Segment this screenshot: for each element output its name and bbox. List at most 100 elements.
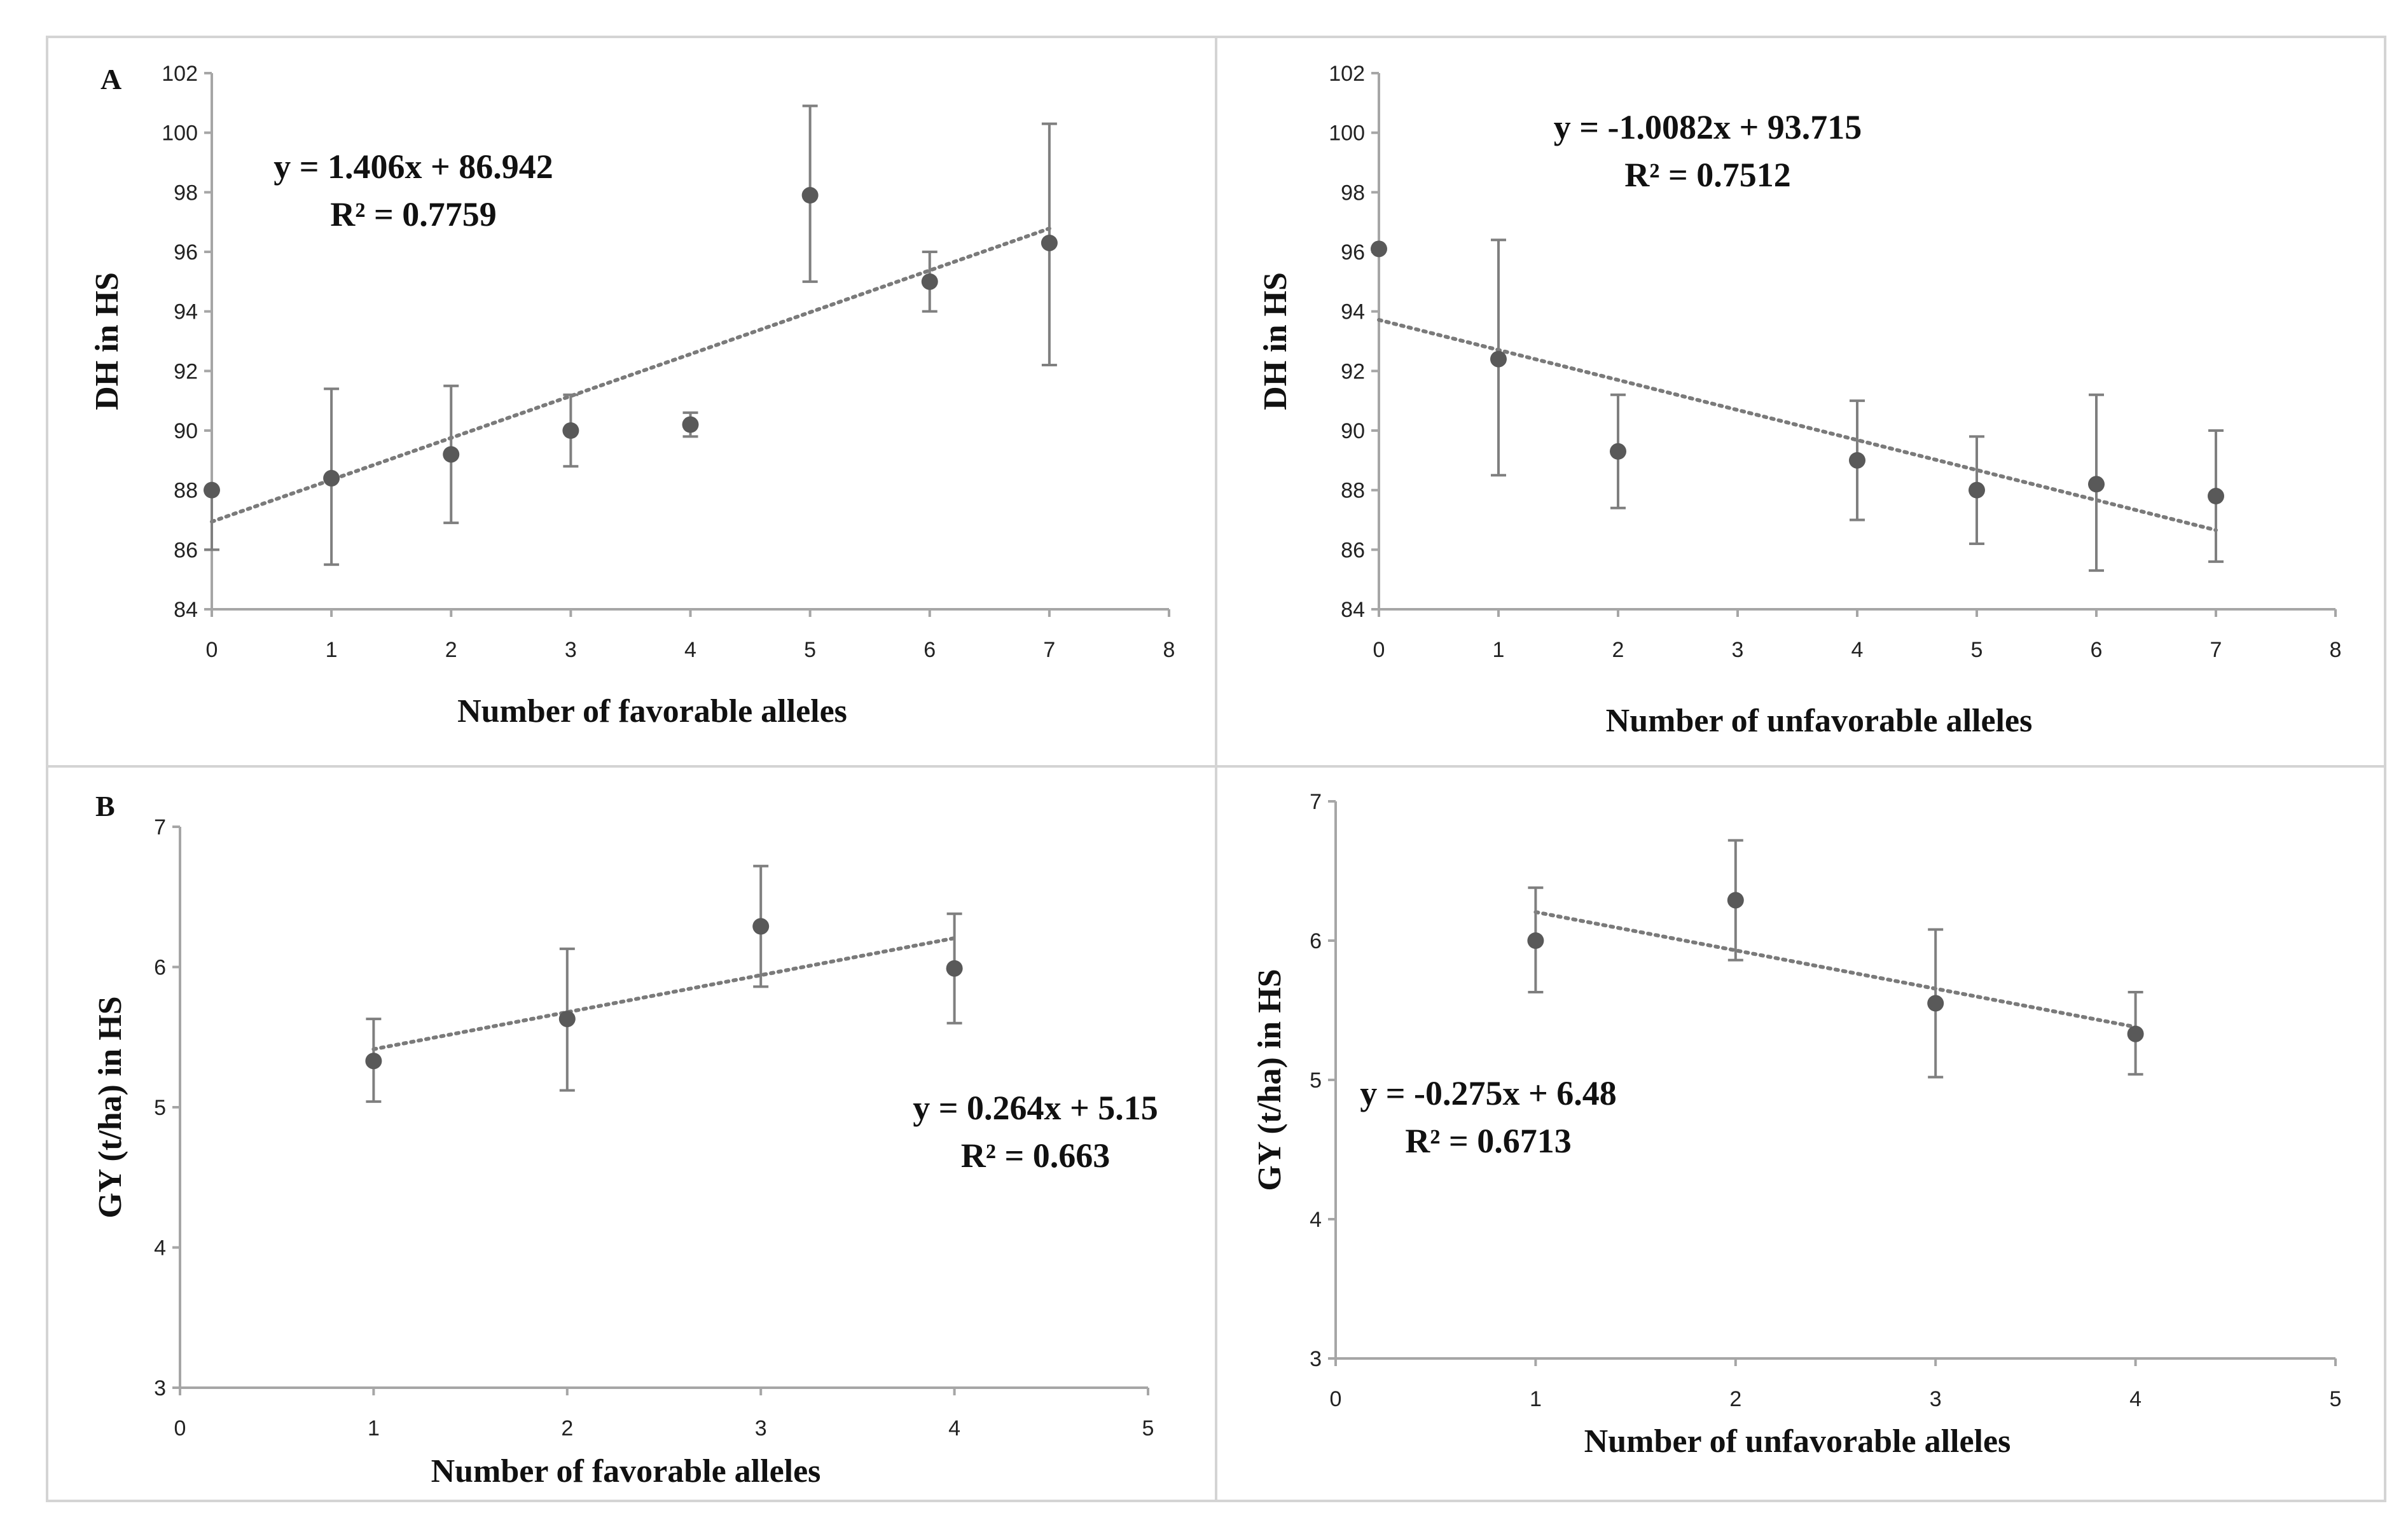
- data-point: [443, 446, 460, 463]
- data-point: [323, 469, 340, 487]
- x-tick-label: 1: [1493, 638, 1505, 662]
- y-tick-label: 88: [1341, 479, 1365, 503]
- panel-frame-bottom-right: [1215, 765, 2386, 1502]
- x-tick-label: 2: [561, 1416, 573, 1441]
- x-tick-label: 5: [804, 638, 816, 662]
- data-point: [752, 918, 770, 935]
- x-tick-label: 0: [1373, 638, 1385, 662]
- y-tick-label: 96: [1341, 240, 1365, 265]
- x-tick-label: 0: [206, 638, 218, 662]
- x-tick-label: 1: [368, 1416, 380, 1441]
- x-tick-label: 8: [1163, 638, 1175, 662]
- data-point: [2127, 1025, 2144, 1042]
- x-tick-label: 5: [2330, 1387, 2342, 1411]
- data-point: [1610, 443, 1626, 460]
- x-tick-label: 0: [1330, 1387, 1342, 1411]
- data-point: [1969, 481, 1985, 499]
- trendline: [210, 226, 1051, 524]
- data-point: [204, 481, 220, 499]
- x-tick-label: 3: [565, 638, 577, 662]
- r-squared-label: R² = 0.663: [961, 1137, 1110, 1175]
- x-tick-label: 7: [2210, 638, 2222, 662]
- chart-gy-favorable: 3 4 5 6 7 0 1 2 3 4 5 Number of favorable alleles GY…: [92, 815, 1158, 1489]
- data-point: [2088, 476, 2105, 493]
- y-tick-label: 3: [1310, 1347, 1322, 1371]
- data-point: [365, 1053, 382, 1070]
- x-tick-label: 2: [1612, 638, 1624, 662]
- y-tick-label: 98: [1341, 181, 1365, 205]
- chart-dh-unfavorable: 84 86 88 90 92 94 96 98 100 102 0 1 2 3 4 5 6 7 8 Number of…: [1257, 62, 2341, 739]
- x-axis-title: Number of unfavorable alleles: [1606, 703, 2033, 739]
- data-point: [1527, 932, 1544, 949]
- panel-label-b: B: [95, 790, 115, 822]
- y-axis-title: DH in HS: [89, 272, 125, 410]
- data-point: [1371, 240, 1387, 258]
- x-tick-label: 8: [2330, 638, 2342, 662]
- y-tick-label: 100: [1329, 121, 1365, 146]
- y-tick-label: 90: [1341, 419, 1365, 443]
- r-squared-label: R² = 0.7759: [330, 195, 496, 233]
- r-squared-label: R² = 0.6713: [1405, 1122, 1571, 1160]
- data-point: [682, 416, 699, 433]
- x-tick-label: 4: [2129, 1387, 2142, 1411]
- panel-label-a: A: [100, 63, 121, 95]
- y-tick-label: 92: [1341, 359, 1365, 383]
- y-tick-label: 7: [1310, 790, 1322, 814]
- y-axis-title: DH in HS: [1257, 272, 1294, 410]
- y-tick-label: 6: [1310, 929, 1322, 953]
- data-point: [1041, 234, 1058, 251]
- x-axis-title: Number of favorable alleles: [457, 693, 847, 729]
- x-axis-title: Number of favorable alleles: [431, 1453, 821, 1489]
- data-point: [2208, 488, 2224, 505]
- x-tick-label: 6: [2091, 638, 2103, 662]
- data-point: [1927, 995, 1944, 1012]
- data-point: [1849, 452, 1865, 469]
- y-tick-label: 3: [154, 1376, 166, 1400]
- y-tick-label: 86: [1341, 538, 1365, 562]
- x-tick-label: 2: [1729, 1387, 1741, 1411]
- data-point: [946, 960, 963, 977]
- y-tick-label: 84: [174, 598, 198, 622]
- trendline-equation: y = 1.406x + 86.942: [273, 148, 553, 186]
- data-point: [558, 1011, 576, 1028]
- x-tick-label: 3: [1732, 638, 1744, 662]
- y-tick-label: 94: [1341, 300, 1365, 324]
- y-tick-label: 96: [174, 240, 198, 265]
- y-tick-label: 88: [174, 479, 198, 503]
- y-tick-label: 98: [174, 181, 198, 205]
- trendline: [371, 936, 957, 1051]
- data-point: [1727, 892, 1744, 909]
- x-tick-label: 2: [445, 638, 457, 662]
- x-tick-label: 6: [924, 638, 936, 662]
- trendline-equation: y = 0.264x + 5.15: [913, 1089, 1158, 1127]
- data-point: [1490, 350, 1507, 368]
- y-tick-label: 5: [1310, 1068, 1322, 1093]
- trendline-equation: y = -1.0082x + 93.715: [1554, 108, 1862, 146]
- r-squared-label: R² = 0.7512: [1624, 156, 1790, 194]
- y-tick-label: 4: [1310, 1208, 1322, 1232]
- y-tick-label: 90: [174, 419, 198, 443]
- data-point: [921, 273, 938, 290]
- trendline: [1377, 318, 2218, 532]
- chart-gy-unfavorable: 3 4 5 6 7 0 1 2 3 4 5 Number of unfavorable alleles…: [1252, 790, 2341, 1460]
- y-tick-label: 94: [174, 300, 198, 324]
- x-tick-label: 1: [326, 638, 338, 662]
- x-tick-label: 5: [1142, 1416, 1154, 1441]
- y-tick-label: 102: [162, 62, 198, 86]
- x-tick-label: 5: [1971, 638, 1983, 662]
- data-point: [801, 187, 819, 204]
- trendline: [1533, 910, 2138, 1029]
- y-axis-title: GY (t/ha) in HS: [92, 996, 128, 1218]
- x-tick-label: 7: [1043, 638, 1055, 662]
- x-tick-label: 4: [1851, 638, 1864, 662]
- y-tick-label: 92: [174, 359, 198, 383]
- x-tick-label: 3: [755, 1416, 767, 1441]
- x-axis-title: Number of unfavorable alleles: [1584, 1423, 2011, 1460]
- data-point: [562, 422, 579, 439]
- y-tick-label: 102: [1329, 62, 1365, 86]
- x-tick-label: 4: [684, 638, 696, 662]
- y-axis-title: GY (t/ha) in HS: [1252, 969, 1288, 1191]
- chart-dh-favorable: 84 86 88 90 92 94 96 98 100 102 0 1 2 3 4 5 6 7 8 Number of…: [89, 62, 1175, 729]
- y-tick-label: 4: [154, 1236, 166, 1261]
